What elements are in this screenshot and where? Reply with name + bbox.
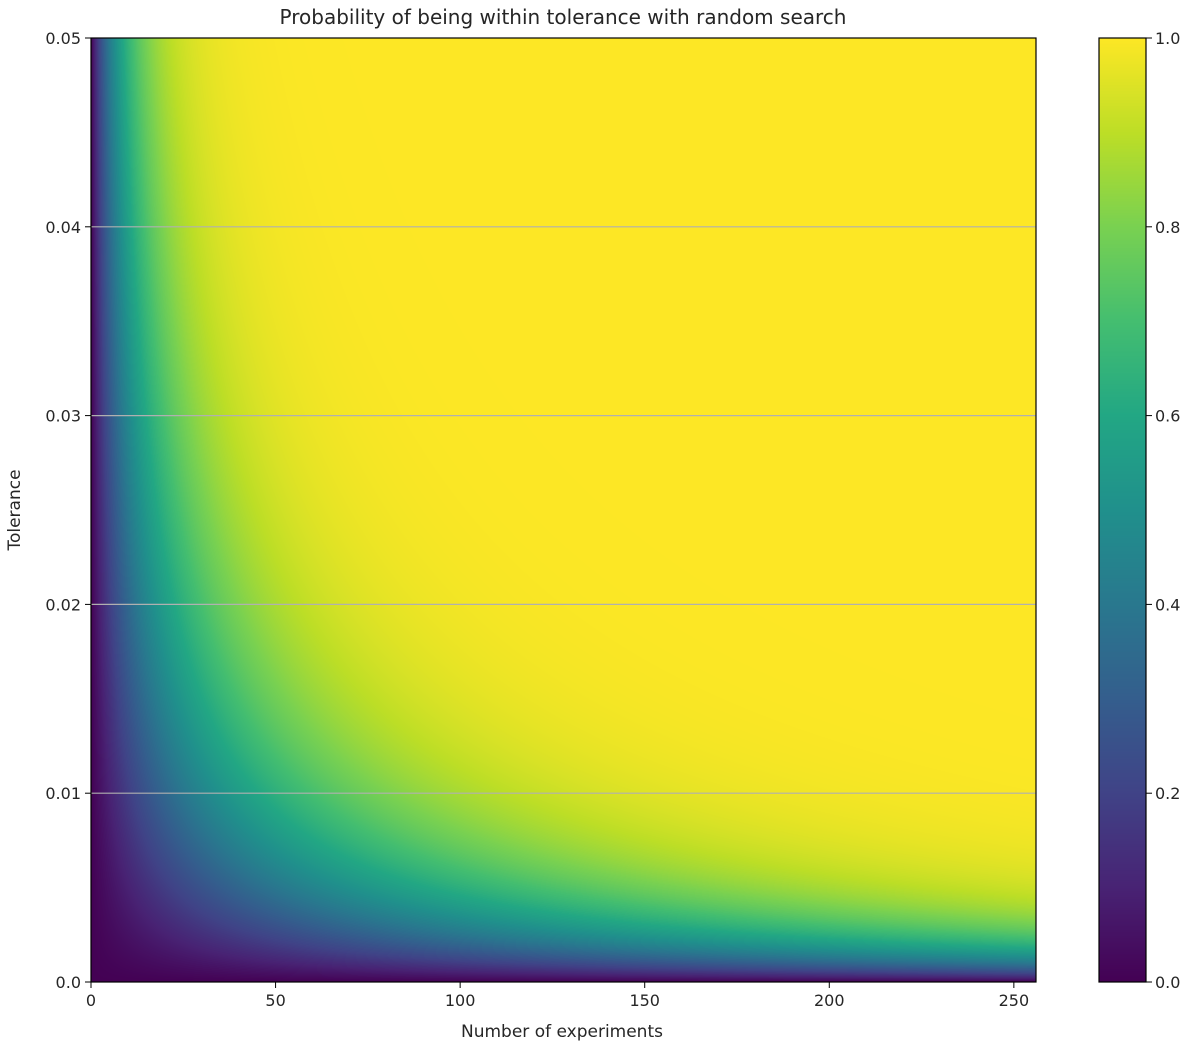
x-tick-label: 50 [265,991,285,1010]
x-axis: 0 50 100 150 200 250 [86,982,1029,1010]
y-tick-label: 0.01 [45,784,81,803]
x-tick-label: 250 [999,991,1030,1010]
colorbar-tick-label: 0.2 [1155,784,1180,803]
heatmap-surface [91,38,1036,982]
y-tick-label: 0.02 [45,595,81,614]
chart-title: Probability of being within tolerance wi… [280,5,847,29]
plot-area [90,37,1037,983]
y-tick-label: 0.04 [45,218,81,237]
colorbar-tick-label: 0.4 [1155,595,1180,614]
y-tick-label: 0.0 [56,973,81,992]
y-axis: 0.0 0.01 0.02 0.03 0.04 0.05 [45,29,91,992]
colorbar: 0.0 0.2 0.4 0.6 0.8 1.0 [1098,29,1180,992]
x-tick-label: 200 [814,991,845,1010]
x-tick-label: 100 [445,991,476,1010]
colorbar-gradient [1099,38,1146,982]
colorbar-frame [1098,37,1147,983]
colorbar-tick-label: 0.8 [1155,218,1180,237]
y-axis-label: Tolerance [5,469,25,551]
x-tick-label: 0 [86,991,96,1010]
colorbar-ticks: 0.0 0.2 0.4 0.6 0.8 1.0 [1146,29,1180,992]
x-axis-label: Number of experiments [461,1022,663,1042]
plot-frame [90,37,1037,983]
colorbar-tick-label: 0.6 [1155,407,1180,426]
x-tick-label: 150 [629,991,660,1010]
y-tick-label: 0.03 [45,407,81,426]
y-tick-label: 0.05 [45,29,81,48]
grid-lines [91,226,1036,794]
colorbar-tick-label: 0.0 [1155,973,1180,992]
colorbar-tick-label: 1.0 [1155,29,1180,48]
